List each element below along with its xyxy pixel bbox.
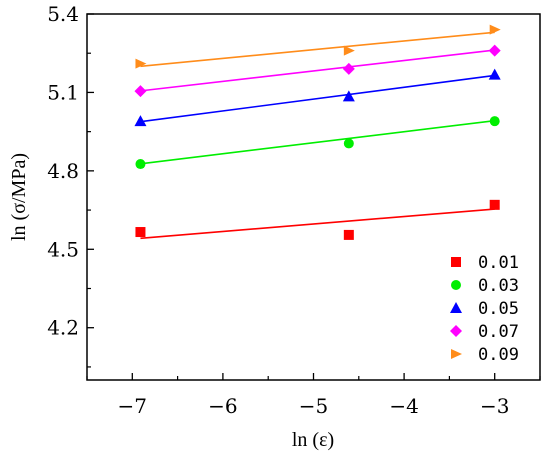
data-point-0.09	[489, 24, 501, 35]
fit-line-0.01	[140, 208, 495, 240]
legend-marker-0.03	[451, 280, 461, 290]
legend-label-0.05: 0.05	[478, 299, 519, 319]
axis-ticks: −7 −6 −5 −4 −3 4.2 4.5 4.8 5.1 5.4	[47, 2, 541, 418]
data-point-0.05	[134, 115, 147, 127]
data-point-0.05	[342, 90, 355, 102]
x-tick-label: −3	[480, 394, 509, 418]
legend-label-0.09: 0.09	[478, 345, 519, 365]
data-point-0.09	[135, 58, 147, 69]
y-tick-label: 4.8	[47, 159, 79, 183]
legend-marker-0.07	[450, 325, 462, 337]
data-point-0.07	[134, 85, 147, 98]
x-axis-title: ln (ε)	[292, 429, 334, 451]
fit-line-0.05	[140, 74, 495, 123]
y-tick-label: 4.5	[47, 237, 79, 261]
y-tick-label: 5.1	[47, 80, 79, 104]
data-point-0.07	[342, 62, 355, 75]
data-point-0.09	[343, 45, 355, 56]
legend-label-0.03: 0.03	[478, 276, 519, 296]
data-point-0.03	[343, 138, 354, 149]
legend-label-0.07: 0.07	[478, 322, 519, 342]
x-tick-label: −4	[389, 394, 418, 418]
data-point-0.01	[343, 229, 354, 240]
data-point-0.03	[135, 159, 146, 170]
y-tick-label: 4.2	[47, 316, 79, 340]
x-tick-label: −6	[208, 394, 237, 418]
data-point-0.03	[489, 116, 500, 127]
x-tick-label: −5	[299, 394, 328, 418]
data-point-0.01	[135, 227, 146, 238]
plot-frame	[86, 13, 541, 381]
data-point-0.05	[488, 68, 501, 80]
data-point-0.07	[488, 44, 501, 57]
legend-marker-0.01	[451, 257, 461, 267]
fit-line-0.03	[140, 119, 495, 165]
data-points	[134, 24, 501, 240]
fit-lines	[140, 31, 495, 240]
y-tick-label: 5.4	[47, 2, 79, 26]
fit-line-0.07	[140, 49, 495, 92]
data-point-0.01	[489, 199, 500, 210]
legend-label-0.01: 0.01	[478, 253, 519, 273]
y-axis-title: ln (σ/MPa)	[8, 153, 30, 241]
x-tick-label: −7	[118, 394, 147, 418]
legend: 0.01 0.03 0.05 0.07 0.09	[450, 253, 519, 365]
legend-marker-0.09	[451, 349, 462, 359]
fit-line-0.09	[140, 31, 495, 68]
legend-marker-0.05	[450, 302, 462, 313]
